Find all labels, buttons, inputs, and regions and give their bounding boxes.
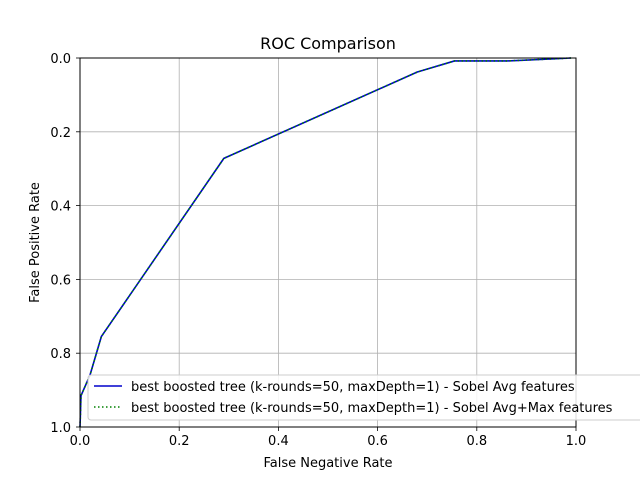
legend-box — [87, 374, 640, 421]
x-tick-label: 0.4 — [268, 434, 289, 449]
x-tick-label: 0.2 — [169, 434, 190, 449]
x-axis-label: False Negative Rate — [263, 456, 392, 471]
x-tick-label: 1.0 — [566, 434, 587, 449]
legend: best boosted tree (k-rounds=50, maxDepth… — [87, 374, 640, 421]
x-tick-label: 0.8 — [466, 434, 487, 449]
y-tick-label: 0.8 — [50, 347, 71, 362]
series-layer — [79, 57, 572, 428]
legend-label-1: best boosted tree (k-rounds=50, maxDepth… — [131, 380, 575, 395]
ticks: 0.0 0.2 0.4 0.6 0.8 1.00.00.20.40.60.81.0 — [50, 52, 586, 449]
y-tick-label: 1.0 — [50, 421, 71, 436]
y-tick-label: 0.0 — [50, 52, 71, 67]
y-tick-label: 0.2 — [50, 126, 71, 141]
chart-title: ROC Comparison — [260, 34, 396, 53]
y-tick-label: 0.4 — [50, 200, 71, 215]
plot-area — [80, 58, 576, 427]
x-tick-label: 0.0 — [70, 434, 91, 449]
plot-frame — [79, 57, 577, 428]
series-line-2 — [79, 57, 572, 428]
y-axis-label: False Positive Rate — [28, 182, 43, 303]
x-tick-label: 0.6 — [367, 434, 388, 449]
legend-label-2: best boosted tree (k-rounds=50, maxDepth… — [131, 401, 613, 416]
y-tick-label: 0.6 — [50, 273, 71, 288]
